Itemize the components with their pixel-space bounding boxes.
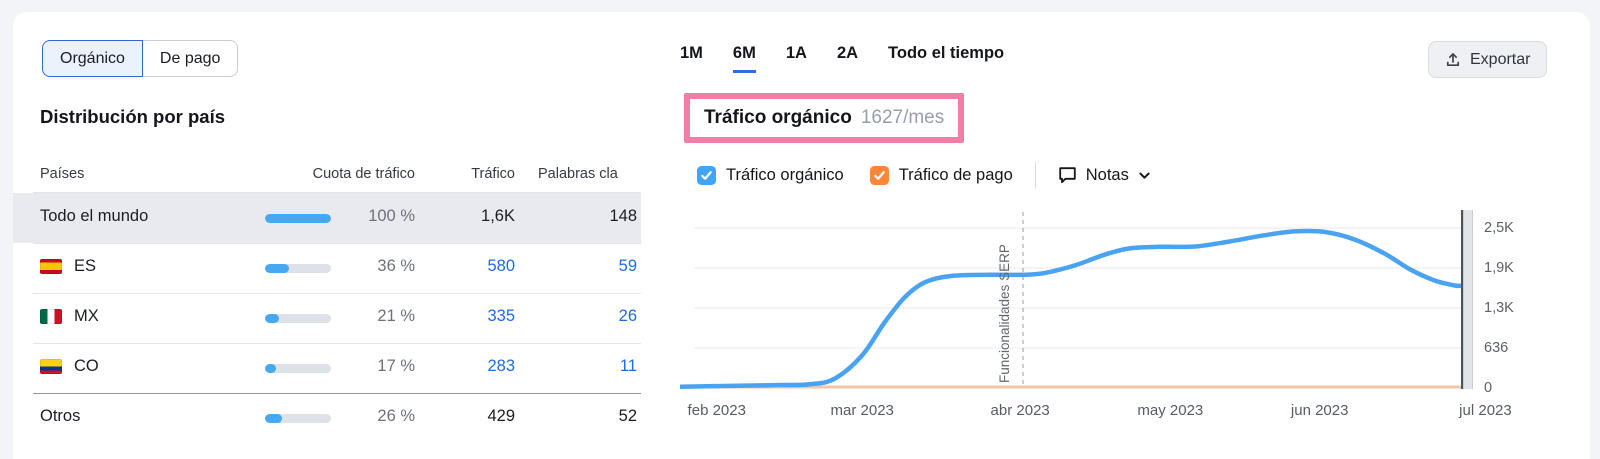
table-header-row: Países Cuota de tráfico Tráfico Palabras…: [13, 158, 641, 193]
country-cell: Otros: [40, 407, 80, 426]
keywords-value[interactable]: 59: [618, 257, 637, 275]
share-bar-fill: [265, 414, 283, 423]
country-name: CO: [74, 357, 99, 375]
paid-traffic-legend-label: Tráfico de pago: [898, 165, 1013, 184]
country-name: MX: [74, 307, 99, 325]
share-bar-fill: [265, 364, 277, 373]
traffic-value: 1,6K: [481, 207, 515, 225]
table-row[interactable]: CO 17 % 283 11: [13, 343, 641, 393]
share-value: 26 %: [377, 407, 415, 425]
share-bar-fill: [265, 314, 279, 323]
country-table-body: Todo el mundo 100 % 1,6K 148 ES 36 % 580…: [13, 193, 641, 443]
export-icon: [1445, 52, 1461, 68]
x-tick-label: abr 2023: [990, 402, 1050, 419]
row-divider: [33, 293, 641, 294]
y-tick-label: 0: [1484, 380, 1493, 396]
column-header-traffic: Tráfico: [471, 166, 515, 182]
share-bar: [265, 264, 331, 273]
time-tab-6m[interactable]: 6M: [732, 44, 756, 73]
share-bar: [265, 214, 331, 223]
table-row[interactable]: MX 21 % 335 26: [13, 293, 641, 343]
country-cell: MX: [40, 307, 99, 326]
traffic-type-segmented-control: Orgánico De pago: [42, 40, 239, 77]
legend-divider: [1034, 161, 1036, 189]
traffic-value[interactable]: 580: [487, 257, 515, 275]
column-header-keywords: Palabras cla: [538, 166, 618, 182]
x-tick-label: jun 2023: [1290, 402, 1349, 419]
country-cell: ES: [40, 257, 96, 276]
header-divider: [33, 192, 641, 193]
flag-co: [40, 359, 62, 374]
keywords-value: 148: [609, 207, 637, 225]
export-button[interactable]: Exportar: [1428, 41, 1548, 78]
organic-traffic-title-annotation: Tráfico orgánico 1627/mes: [684, 93, 965, 143]
share-bar-fill: [265, 264, 289, 273]
paid-traffic-checkbox[interactable]: [869, 165, 889, 185]
y-tick-label: 2,5K: [1484, 220, 1514, 236]
segment-de-pago[interactable]: De pago: [142, 40, 239, 77]
keywords-value[interactable]: 26: [618, 307, 637, 325]
flag-es: [40, 259, 62, 274]
share-value: 21 %: [377, 307, 415, 325]
keywords-value: 52: [618, 407, 637, 425]
notes-label: Notas: [1085, 165, 1129, 184]
x-tick-label: mar 2023: [830, 402, 894, 419]
row-divider: [33, 393, 641, 394]
time-tab-all-time[interactable]: Todo el tiempo: [888, 44, 1005, 62]
x-tick-label: jul 2023: [1459, 402, 1512, 419]
row-divider: [33, 343, 641, 344]
country-name: Otros: [40, 407, 81, 425]
chart-legend: Tráfico orgánico Tráfico de pago Notas: [697, 161, 1151, 189]
y-tick-label: 1,3K: [1484, 300, 1514, 316]
traffic-line-chart[interactable]: [680, 200, 1462, 392]
y-tick-label: 1,9K: [1484, 260, 1514, 276]
chart-range-scrubber-handle[interactable]: [1463, 210, 1473, 389]
column-header-countries: Países: [40, 166, 85, 182]
column-header-traffic-share: Cuota de tráfico: [312, 166, 415, 182]
country-cell: Todo el mundo: [40, 207, 148, 226]
country-cell: CO: [40, 357, 99, 376]
share-value: 36 %: [377, 257, 415, 275]
share-bar: [265, 364, 331, 373]
segment-organico[interactable]: Orgánico: [42, 40, 143, 77]
export-label: Exportar: [1470, 50, 1531, 68]
x-tick-label: may 2023: [1137, 402, 1204, 419]
traffic-value[interactable]: 335: [487, 307, 515, 325]
share-bar-fill: [265, 214, 331, 223]
table-row[interactable]: Otros 26 % 429 52: [13, 393, 641, 443]
table-row[interactable]: ES 36 % 580 59: [13, 243, 641, 293]
chevron-down-icon: [1138, 169, 1151, 182]
traffic-value: 429: [487, 407, 515, 425]
share-value: 100 %: [368, 207, 415, 225]
row-divider: [33, 193, 641, 194]
time-tab-1a[interactable]: 1A: [785, 44, 807, 62]
traffic-value[interactable]: 283: [487, 357, 515, 375]
time-tab-1m[interactable]: 1M: [680, 44, 703, 62]
country-name: Todo el mundo: [40, 207, 149, 225]
chart-title: Tráfico orgánico: [704, 107, 852, 128]
row-divider: [33, 243, 641, 244]
time-range-tabs: 1M 6M 1A 2A Todo el tiempo: [680, 44, 1004, 73]
table-row[interactable]: Todo el mundo 100 % 1,6K 148: [13, 193, 641, 243]
country-name: ES: [74, 257, 97, 275]
organic-traffic-checkbox[interactable]: [697, 165, 716, 185]
y-tick-label: 636: [1484, 340, 1509, 356]
time-tab-2a[interactable]: 2A: [836, 44, 859, 62]
notes-button[interactable]: Notas: [1058, 166, 1151, 185]
page-title: Distribución por país: [40, 106, 226, 127]
share-bar: [265, 414, 331, 423]
serp-features-annotation-label: Funcionalidades SERP: [997, 244, 1012, 383]
keywords-value[interactable]: 11: [619, 357, 637, 375]
organic-traffic-legend-label: Tráfico orgánico: [726, 165, 844, 184]
share-bar: [265, 314, 331, 323]
share-value: 17 %: [377, 357, 415, 375]
x-tick-label: feb 2023: [687, 402, 746, 419]
notes-icon: [1058, 166, 1077, 184]
flag-mx: [40, 309, 62, 324]
country-distribution-table: Países Cuota de tráfico Tráfico Palabras…: [13, 158, 641, 443]
organic-traffic-line: [680, 228, 1462, 389]
chart-title-value: 1627/mes: [860, 107, 945, 128]
chart-right-axis-line: [1461, 210, 1463, 389]
